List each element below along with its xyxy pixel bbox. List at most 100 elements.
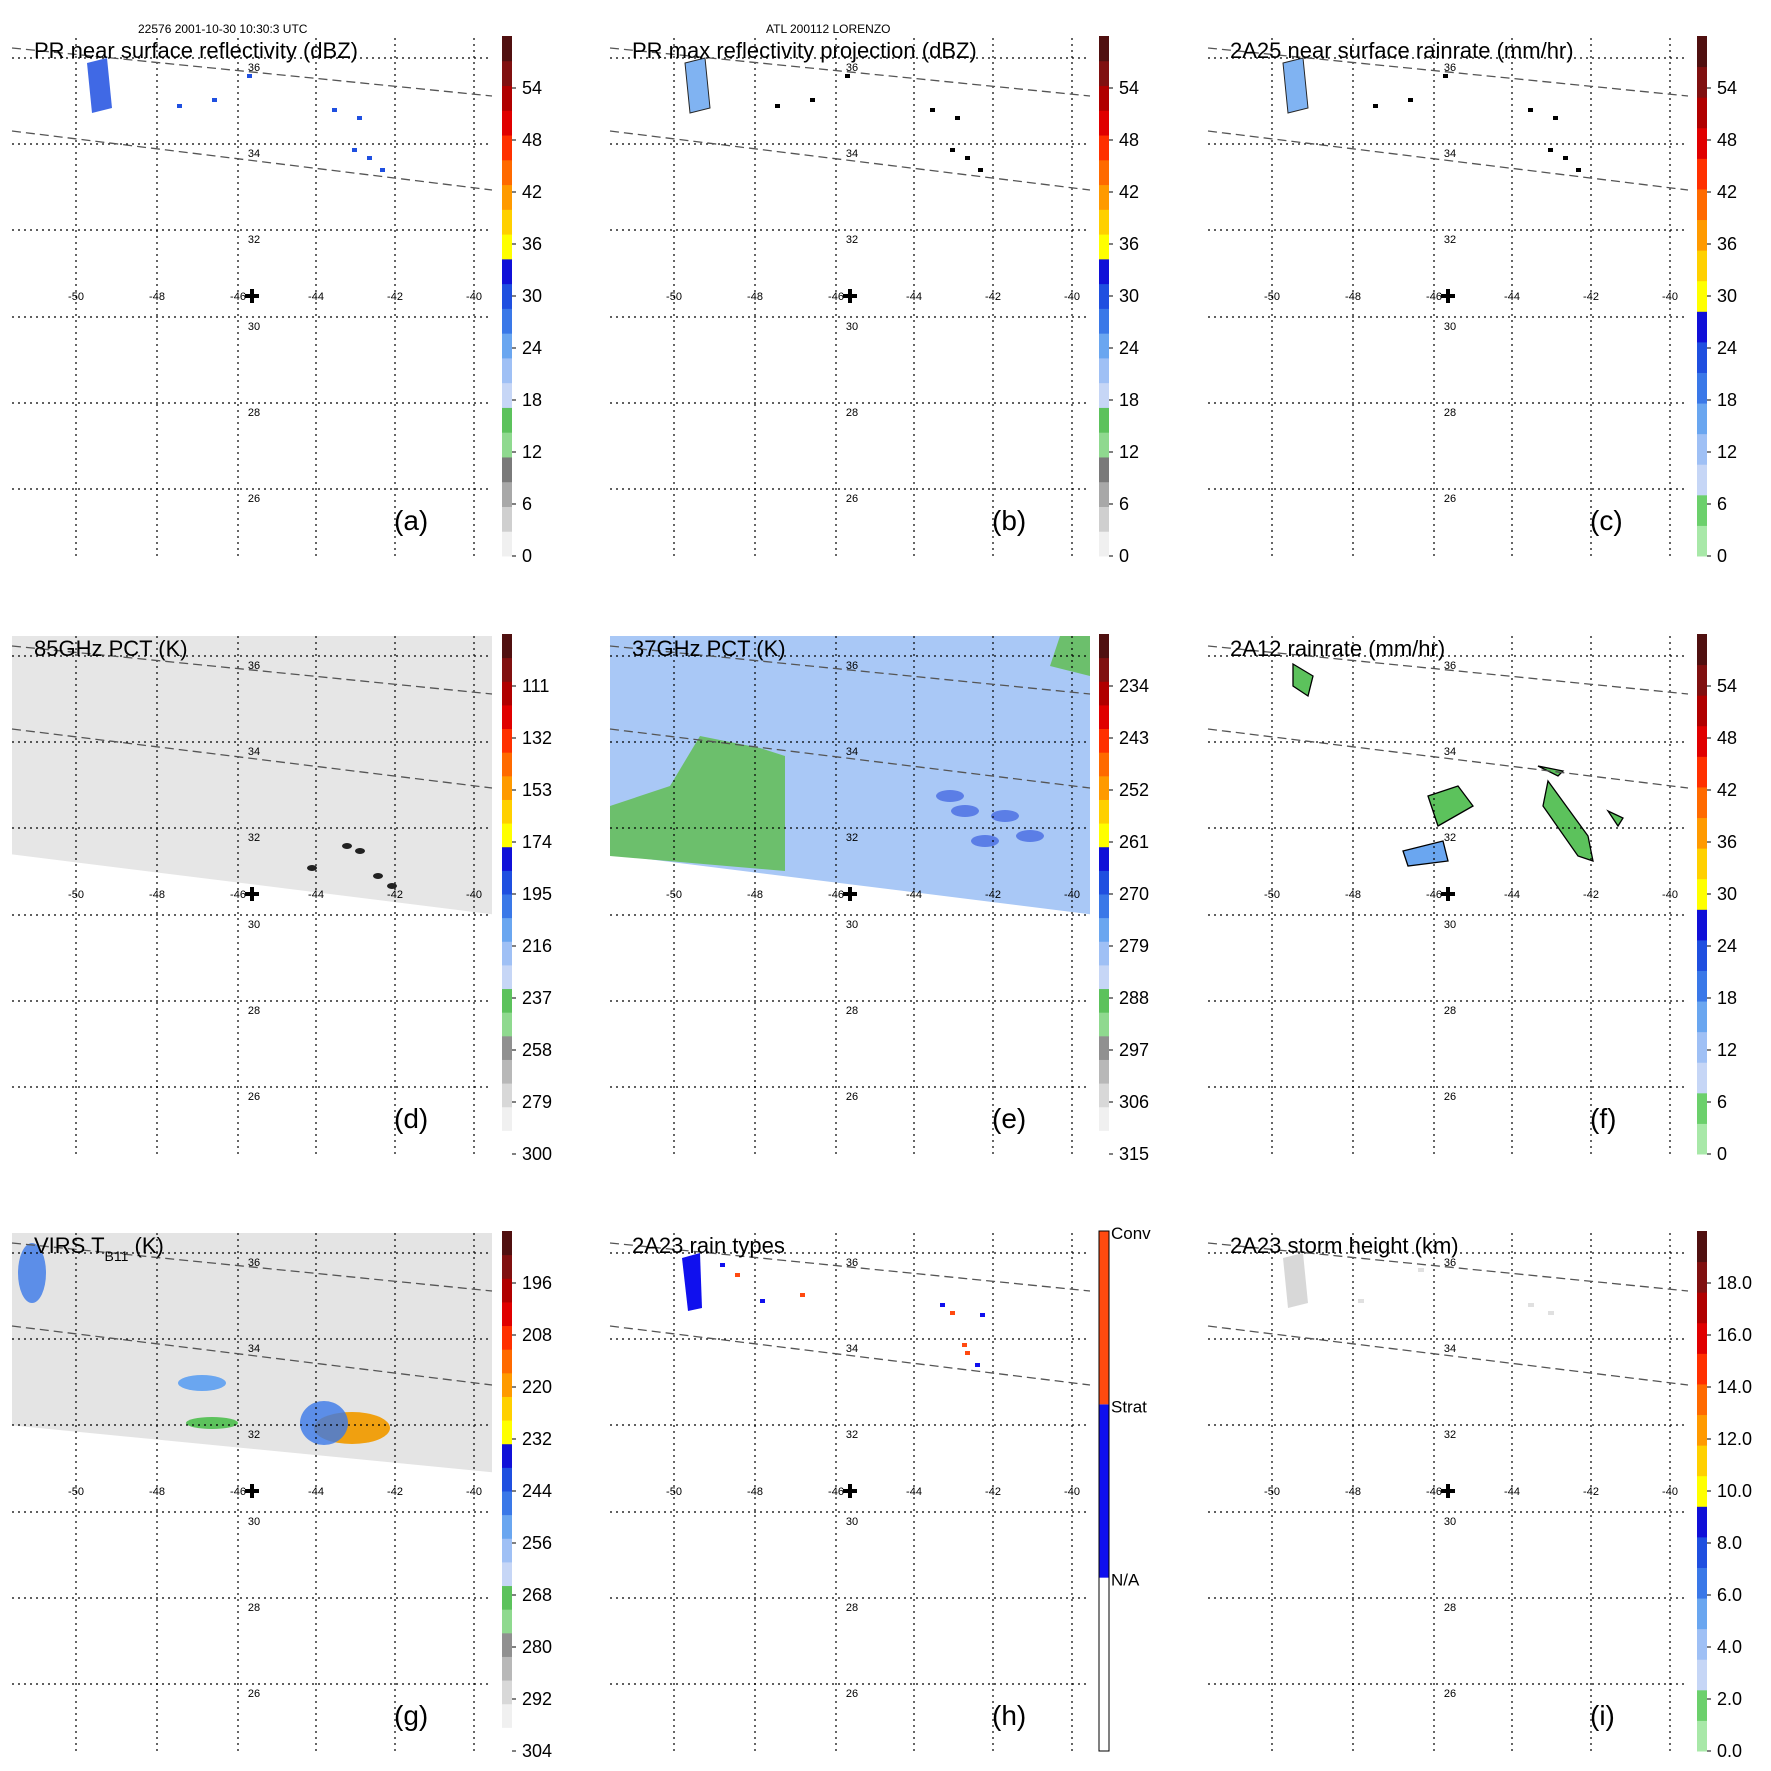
latlon-grid — [12, 1233, 492, 1753]
colorbar-segment — [502, 1059, 512, 1084]
colorbar-segment — [1697, 1261, 1707, 1293]
colorbar-segment — [1099, 357, 1109, 384]
cold-cloud-spot — [387, 883, 397, 889]
colorbar-segment — [1697, 848, 1707, 880]
colorbar-segment — [1697, 1475, 1707, 1507]
storm-center-marker — [843, 1484, 857, 1498]
lat-label: 30 — [846, 1516, 858, 1528]
lon-label: -48 — [747, 291, 763, 303]
lat-label: 34 — [248, 148, 260, 160]
storm-height-pixel — [1358, 1299, 1364, 1303]
colorbar-tick-label: 36 — [1717, 234, 1737, 254]
colorbar-segment — [1099, 60, 1109, 87]
colorbar-segment — [1099, 704, 1109, 730]
lat-label: 32 — [248, 832, 260, 844]
lat-label: 30 — [846, 321, 858, 333]
lat-label: 32 — [846, 234, 858, 246]
panel-i: 36 34 32 30 28 26 -50 -48 -46 -44 -42 -40 2A23 storm… — [1207, 1233, 1689, 1753]
colorbar-tick-label: 111 — [522, 676, 549, 696]
colorbar-tick-label: 216 — [522, 936, 552, 956]
lon-label: -50 — [68, 291, 84, 303]
colorbar-segment — [502, 1491, 512, 1516]
panel-title: 2A25 near surface rainrate (mm/hr) — [1230, 38, 1574, 63]
colorbar-tick-label: 54 — [1717, 78, 1737, 98]
colorbar-tick-label: N/A — [1111, 1571, 1140, 1590]
colorbar-segment — [1099, 85, 1109, 111]
panel-title-text: 2A25 near surface rainrate (mm/hr) — [1230, 38, 1574, 63]
colorbar-segment — [502, 382, 512, 408]
rain-pixel — [965, 156, 970, 160]
colorbar-segment — [502, 752, 512, 777]
lat-label: 28 — [1444, 1602, 1456, 1614]
lat-label: 34 — [1444, 1343, 1456, 1355]
lon-label: -48 — [149, 1486, 165, 1498]
rain-pixel — [950, 148, 955, 152]
lon-label: -42 — [985, 889, 1001, 901]
swath-edge-line — [609, 645, 1091, 695]
lon-label: -46 — [1426, 291, 1442, 303]
lat-label: 34 — [846, 746, 858, 758]
rain-cell — [1282, 57, 1309, 114]
colorbar-tick-label: 280 — [522, 1637, 552, 1657]
orbit-time-header: 22576 2001-10-30 10:30:3 UTC — [138, 22, 308, 36]
panel-letter: (c) — [1590, 505, 1623, 536]
colorbar-segment — [1099, 941, 1109, 966]
colorbar-segment — [1697, 1292, 1707, 1324]
colorbar-segment — [1697, 756, 1707, 788]
colorbar-segment — [502, 799, 512, 824]
colorbar-segment — [1697, 1383, 1707, 1416]
panel-letter: (d) — [394, 1103, 428, 1134]
colorbar-segment — [502, 308, 512, 334]
latlon-grid — [610, 1233, 1090, 1753]
lat-label: 30 — [1444, 1516, 1456, 1528]
lat-label: 34 — [846, 1343, 858, 1355]
panel-title: PR max reflectivity projection (dBZ) — [632, 38, 977, 63]
lon-label: -42 — [387, 889, 403, 901]
lon-label: -48 — [149, 291, 165, 303]
lon-label: -48 — [1345, 889, 1361, 901]
swath-edge-line — [609, 1325, 1091, 1386]
colorbar-segment — [1099, 775, 1109, 800]
colorbar-segment — [1099, 1012, 1109, 1037]
panel-title: 2A23 storm height (km) — [1230, 1233, 1459, 1258]
colorbar-segment — [1697, 1062, 1707, 1094]
lon-label: -46 — [230, 1486, 246, 1498]
lon-label: -48 — [1345, 1486, 1361, 1498]
colorbar-segment — [1099, 481, 1109, 507]
colorbar-segment — [1697, 664, 1707, 696]
panel-title-text: 2A23 rain types — [632, 1233, 785, 1258]
lat-label: 26 — [248, 1688, 260, 1700]
colorbar-segment — [502, 1609, 512, 1634]
rain-type-pixel — [720, 1263, 725, 1267]
lat-label: 28 — [248, 1005, 260, 1017]
colorbar-tick-label: 220 — [522, 1377, 552, 1397]
colorbar-segment — [502, 1703, 512, 1728]
lon-label: -46 — [828, 291, 844, 303]
lon-label: -46 — [828, 889, 844, 901]
lat-label: 34 — [248, 746, 260, 758]
rain-pixel — [332, 108, 337, 112]
colorbar-h: Conv Strat N/A — [1098, 1224, 1151, 1752]
colorbar-tick-label: 12 — [1119, 442, 1139, 462]
panel-b: 36 34 32 30 28 26 -50 -48 -46 -44 -42 -40 PR max ref… — [609, 38, 1091, 558]
colorbar-segment — [1099, 799, 1109, 824]
colorbar-segment — [1099, 1577, 1109, 1751]
storm-name-header: ATL 200112 LORENZO — [766, 22, 891, 36]
storm-center-marker — [245, 289, 259, 303]
colorbar-tick-label: 24 — [522, 338, 542, 358]
panel-g: 36 34 32 30 28 26 -50 -48 -46 -44 -42 -40 VIRS TB11 … — [11, 1233, 493, 1753]
lon-label: -46 — [1426, 1486, 1442, 1498]
colorbar-segment — [1099, 308, 1109, 334]
colorbar-segment — [1099, 184, 1109, 210]
lon-label: -44 — [1504, 1486, 1520, 1498]
colorbar-segment — [1697, 634, 1707, 666]
lon-label: -48 — [747, 889, 763, 901]
lat-label: 34 — [846, 148, 858, 160]
cold-cloud-spot — [342, 843, 352, 849]
lat-label: 28 — [846, 1602, 858, 1614]
swath-edge-line — [1207, 130, 1689, 191]
lat-label: 26 — [1444, 1688, 1456, 1700]
colorbar-segment — [1697, 494, 1707, 526]
colorbar-tick-label: 42 — [1717, 182, 1737, 202]
colorbar-segment — [502, 1396, 512, 1421]
